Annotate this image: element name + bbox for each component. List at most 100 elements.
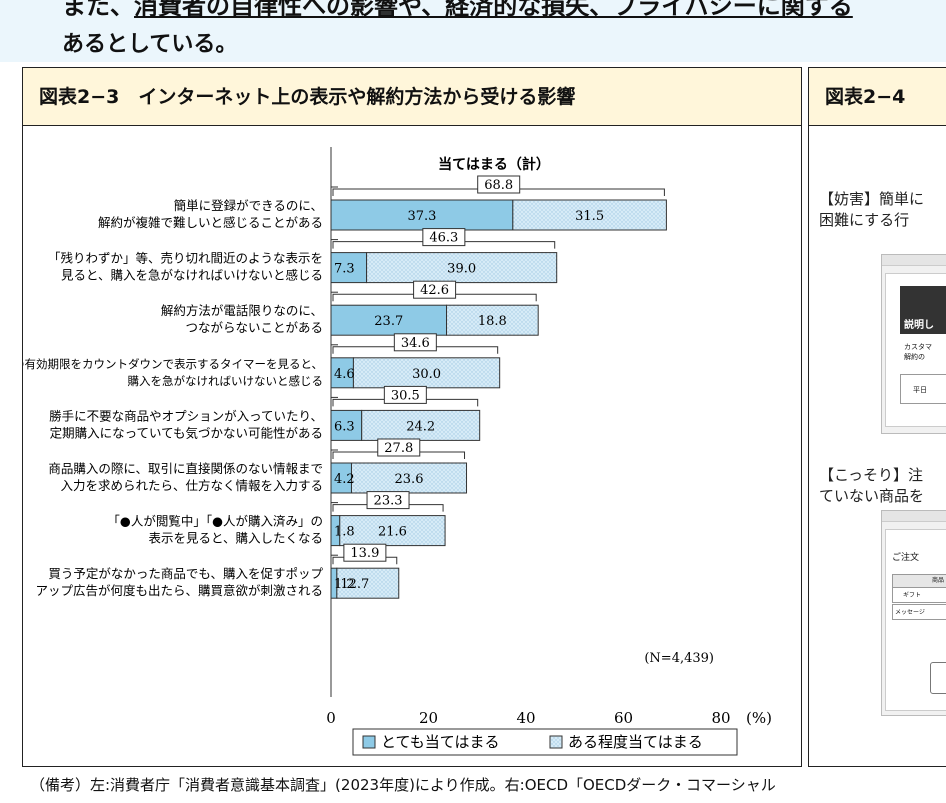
legend-swatch-series-1 [362,735,376,749]
x-tick-label: 60 [614,709,633,727]
mock-dialog-box-text: 平日 [913,386,927,394]
category-label: 定期購入になっていても気づかない可能性がある [50,425,323,440]
bar-series-2 [350,462,468,494]
category-label: 買う予定がなかった商品でも、購入を促すポップ [48,566,323,581]
category-label: 商品購入の際に、取引に直接関係のない情報まで [48,461,323,476]
stacked-bar-chart: 当てはまる（計） 簡単に登録ができるのに、解約が複雑で難しいと感じることがある 37… [23,147,772,756]
intro-line-1-underlined: 消費者の自律性への影響や、経済的な損失、プライバシーに関する [134,0,853,20]
figure-2-3-title: 図表2−3 インターネット上の表示や解約方法から受ける影響 [23,68,801,126]
total-label: 34.6 [401,336,430,351]
total-label-box [377,438,421,457]
figure-2-4-panel: 図表2−4 【妨害】簡単に 困難にする行 説明し カスタマ 解約の 平日 【こっ… [808,67,946,767]
mock-dialog-line-1: カスタマ [904,343,932,351]
bar-series-1 [330,199,514,231]
total-label-box [383,385,427,404]
data-label-series-1: 1.8 [334,525,355,540]
category-label: 解約方法が電話限りなのに、 [161,303,323,318]
mock-order-button [930,662,946,694]
mock-order-row-2: メッセージ [892,604,946,620]
total-label: 13.9 [350,546,379,561]
x-tick-label: 20 [419,709,438,727]
data-label-series-1: 1.2 [334,577,355,592]
category-label: 見ると、購入を急がなければいけないと感じる [61,268,323,283]
mock-dialog-box: 平日 [900,374,946,404]
total-label: 27.8 [384,441,413,456]
intro-line-2: あるとしている。 [62,32,238,57]
mock-window-titlebar [882,255,946,266]
mock-dialog-heading: 説明し [900,286,946,334]
total-label-box [343,543,387,562]
data-label-series-1: 4.6 [334,367,355,382]
data-label-series-2: 12.7 [340,577,369,592]
bar-series-2 [352,357,501,389]
obstruction-text-line-1: 【妨害】簡単に [819,190,925,208]
data-label-series-1: 4.2 [334,472,355,487]
obstruction-text-line-2: 困難にする行 [819,211,910,229]
category-label: 簡単に登録ができるのに、 [174,198,323,213]
figure-2-3-panel: 図表2−3 インターネット上の表示や解約方法から受ける影響 当てはまる（計） 簡単… [22,67,802,767]
sample-size-note: (N=4,439) [644,651,714,666]
legend-box [352,728,738,756]
category-label: 入力を求められたら、仕方なく情報を入力する [60,478,323,493]
total-label-box [366,491,410,510]
total-label-box [477,175,521,194]
total-label: 42.6 [420,283,449,298]
data-label-series-2: 18.8 [478,314,507,329]
mock-order-heading: ご注文 [892,553,920,563]
x-tick-label: 0 [326,709,336,727]
bar-series-1 [330,304,448,336]
category-label: 購入を急がなければいけないと感じる [128,374,324,388]
total-label: 30.5 [391,388,420,403]
category-label: 「●人が閲覧中」「●人が購入済み」の [107,514,323,529]
data-label-series-2: 30.0 [412,367,441,382]
data-label-series-2: 24.2 [406,419,435,434]
x-tick-label: 40 [516,709,535,727]
sneaking-text-line-1: 【こっそり】注 [819,466,923,484]
legend-label-series-2: ある程度当てはまる [568,733,703,751]
data-label-series-2: 21.6 [378,525,407,540]
bar-series-1 [330,252,368,284]
total-label: 46.3 [429,231,458,246]
legend-swatch-series-2 [549,735,563,749]
sneaking-mock-order: ご注文 商品 ギフト メッセージ [885,529,946,711]
bar-series-2 [446,304,539,336]
bar-series-2 [512,199,667,231]
mock-dialog-line-2: 解約の [904,353,925,361]
mock-window-titlebar [882,511,946,522]
category-label: つながらないことがある [185,320,323,335]
data-label-series-2: 31.5 [575,209,604,224]
obstruction-mock-dialog: 説明し カスタマ 解約の 平日 [885,273,946,427]
sneaking-text-line-2: ていない商品を [819,487,925,505]
bar-series-2 [361,409,481,441]
intro-band: また、消費者の自律性への影響や、経済的な損失、プライバシーに関する あるとしてい… [0,0,946,62]
footnote: （備考）左:消費者庁「消費者意識基本調査」(2023年度)により作成。右:OEC… [30,776,776,794]
total-label-box [393,333,437,352]
sneaking-mock-window: ご注文 商品 ギフト メッセージ [881,510,946,716]
legend-label-series-1: とても当てはまる [381,733,500,751]
data-label-series-2: 39.0 [447,262,476,277]
mock-order-column: 商品 [892,574,946,588]
category-label: 割引等の有効期限をカウントダウンで表示するタイマーを見ると、 [23,357,323,371]
data-label-series-2: 23.6 [395,472,424,487]
category-label: 表示を見ると、購入したくなる [148,531,323,546]
total-label-box [413,280,457,299]
total-label-box [422,228,466,247]
category-label: 勝手に不要な商品やオプションが入っていたり、 [49,408,323,423]
mock-order-row-1: ギフト [892,587,946,603]
bar-series-2 [366,252,558,284]
data-label-series-1: 37.3 [407,209,436,224]
category-label: アップ広告が何度も出たら、購買意欲が刺激される [35,583,323,598]
x-tick-label: 80 [711,709,730,727]
bar-series-2 [336,567,400,599]
bar-series-2 [339,515,446,547]
obstruction-mock-window: 説明し カスタマ 解約の 平日 [881,254,946,434]
total-label: 23.3 [374,494,403,509]
data-label-series-1: 7.3 [334,262,355,277]
figure-2-4-title: 図表2−4 [809,68,946,126]
data-label-series-1: 6.3 [334,419,355,434]
total-header-label: 当てはまる（計） [438,156,550,173]
x-unit-label: (%) [746,709,772,727]
bar-series-1 [330,409,363,441]
data-label-series-1: 23.7 [374,314,403,329]
intro-line-1-prefix: また、 [62,0,134,20]
